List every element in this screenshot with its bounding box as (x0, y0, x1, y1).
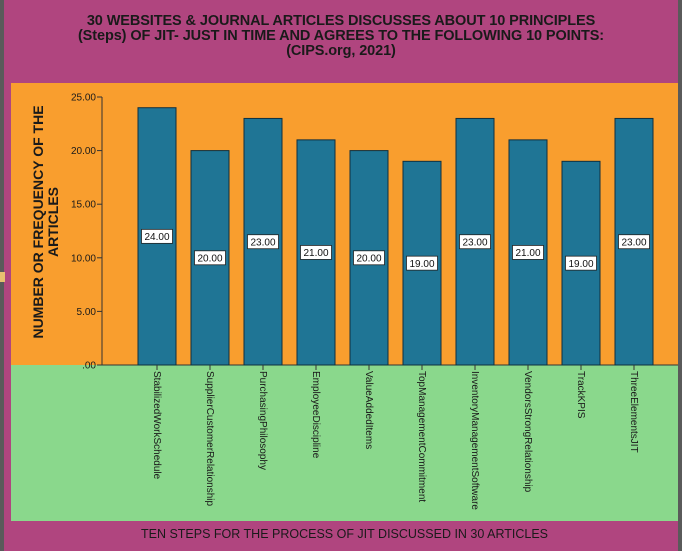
data-label: 23.00 (250, 237, 275, 248)
y-tick-label: .00 (82, 361, 96, 372)
data-label: 19.00 (568, 259, 593, 270)
data-label: 20.00 (197, 253, 222, 264)
data-label-box (353, 250, 385, 266)
category-label: SupplierCustomerRelationship (204, 371, 215, 507)
category-label: StabilizedWorkSchedule (151, 371, 162, 480)
y-tick-label: 5.00 (77, 307, 97, 318)
data-label: 20.00 (356, 253, 381, 264)
category-label: InventoryManagementSoftware (469, 371, 480, 510)
title-line-2: (Steps) OF JIT- JUST IN TIME AND AGREES … (77, 28, 605, 44)
data-label: 19.00 (409, 259, 434, 270)
y-tick-label: 15.00 (71, 200, 96, 211)
footer-band (11, 521, 678, 551)
category-label: TopManagementCommitment (416, 371, 427, 502)
data-label-box (194, 250, 226, 266)
data-label-box (406, 255, 438, 271)
data-label-box (618, 234, 650, 250)
x-axis-title: TEN STEPS FOR THE PROCESS OF JIT DISCUSS… (140, 527, 549, 541)
y-tick-label: 10.00 (71, 253, 96, 264)
data-label-box (300, 245, 332, 260)
category-label: TrackKPIS (575, 371, 586, 419)
data-label: 23.00 (462, 237, 487, 248)
category-label-area (11, 365, 678, 521)
category-label: ThreeElementsJIT (628, 371, 639, 453)
title-line-1: 30 WEBSITES & JOURNAL ARTICLES DISCUSSES… (86, 13, 596, 29)
data-label: 21.00 (515, 248, 540, 259)
category-label: PurchasingPhilosophy (257, 371, 268, 470)
category-label: EmployeeDiscipline (310, 371, 321, 459)
y-tick-label: 25.00 (71, 93, 96, 104)
data-label-box (459, 234, 491, 250)
chart-title: 30 WEBSITES & JOURNAL ARTICLES DISCUSSES… (10, 14, 672, 59)
y-tick-label: 20.00 (71, 146, 96, 157)
title-line-3: (CIPS.org, 2021) (286, 43, 396, 59)
category-label: VendorsStrongRelationship (522, 371, 533, 493)
data-label-box (247, 234, 279, 250)
data-label-box (512, 245, 544, 260)
data-label: 23.00 (621, 237, 646, 248)
data-label: 24.00 (144, 232, 169, 243)
category-label: ValueAddedItems (363, 371, 374, 449)
data-label-box (141, 228, 173, 244)
data-label: 21.00 (303, 248, 328, 259)
data-label-box (565, 255, 597, 271)
edge-marker (0, 272, 5, 282)
